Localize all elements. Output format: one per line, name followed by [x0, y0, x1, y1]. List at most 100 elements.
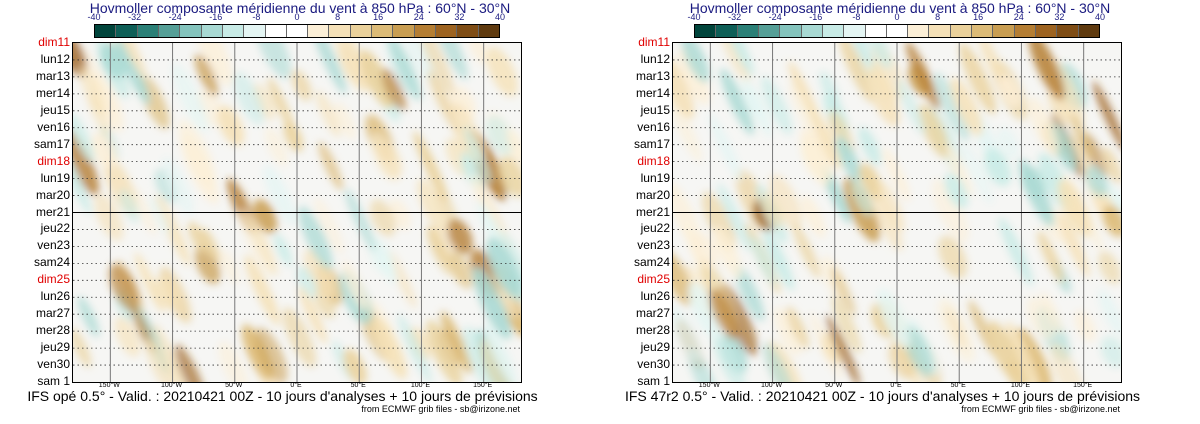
field-blob: [1028, 43, 1065, 101]
colorbar-tick-label: 40: [1094, 12, 1106, 22]
field-blob: [830, 266, 856, 316]
hovmoller-field: [673, 43, 1121, 382]
field-blob: [78, 65, 106, 115]
field-blob: [282, 307, 317, 368]
x-axis-longitude-label: 50°E: [350, 382, 366, 389]
y-axis-date-label: sam17: [33, 136, 70, 151]
field-blob: [370, 199, 396, 237]
field-blob: [677, 48, 710, 105]
field-blob: [1040, 291, 1063, 334]
y-axis-date-label: lun19: [40, 170, 70, 185]
field-blob: [673, 182, 703, 250]
y-axis-date-label: ven16: [37, 119, 70, 134]
field-blob: [233, 71, 265, 126]
field-blob: [376, 140, 403, 179]
field-blob: [1074, 310, 1096, 342]
field-blob: [200, 227, 220, 263]
field-blob: [447, 218, 473, 255]
field-shading: [673, 43, 1121, 382]
field-blob: [431, 43, 468, 80]
y-axis-date-label: dim18: [37, 153, 70, 168]
field-blob: [298, 206, 333, 270]
field-blob: [944, 172, 969, 209]
field-blob: [870, 189, 903, 251]
x-axis-longitude-label: 150°E: [1073, 382, 1093, 389]
field-blob: [950, 77, 983, 136]
field-blob: [274, 233, 293, 266]
y-axis-date-label: mar13: [35, 68, 70, 83]
field-blob: [768, 174, 802, 230]
field-blob: [1026, 296, 1056, 341]
colorbar-tick-label: 16: [973, 12, 984, 22]
field-blob: [806, 102, 841, 170]
field-blob: [839, 43, 875, 103]
field-blob: [267, 77, 295, 132]
field-blob: [492, 271, 518, 319]
y-axis-date-label: mar20: [635, 187, 670, 202]
colorbar-swatch: [1014, 25, 1036, 37]
colorbar-swatch: [180, 25, 202, 37]
colorbar-swatch: [436, 25, 458, 37]
field-blob: [426, 226, 453, 276]
hovmoller-panel-ifs-47r2: Hovmoller composante méridienne du vent …: [600, 0, 1200, 424]
field-blob: [313, 285, 336, 319]
colorbar-swatch: [993, 25, 1015, 37]
field-blob: [763, 229, 795, 291]
field-blob: [426, 319, 463, 382]
field-blob: [1057, 179, 1092, 238]
field-blob: [691, 233, 719, 269]
colorbar-swatch: [780, 25, 802, 37]
colorbar-tick-label: -24: [768, 12, 782, 22]
field-blob: [381, 68, 407, 111]
field-blob: [435, 188, 458, 228]
field-blob: [77, 296, 100, 338]
hovmoller-plot-area: [72, 42, 522, 383]
y-axis-date-label: sam24: [633, 255, 670, 270]
field-blob: [334, 101, 356, 140]
y-axis-date-label: sam24: [33, 255, 70, 270]
field-blob: [741, 83, 764, 119]
field-blob: [252, 199, 278, 234]
field-blob: [734, 264, 765, 321]
field-blob: [673, 305, 702, 364]
field-blob: [73, 328, 92, 368]
colorbar-swatch: [201, 25, 223, 37]
y-axis-date-label: dim11: [38, 35, 70, 49]
field-blob: [162, 157, 194, 215]
colorbar-swatch: [222, 25, 245, 37]
field-blob: [858, 163, 883, 200]
colorbar-swatch: [478, 25, 499, 37]
y-axis-date-label: lun26: [40, 289, 70, 304]
field-blob: [463, 126, 492, 184]
field-blob: [314, 197, 344, 255]
field-blob: [789, 83, 822, 149]
field-blob: [673, 91, 703, 163]
colorbar-tick-label: -40: [87, 12, 101, 22]
field-blob: [483, 320, 518, 382]
chart-title: Hovmoller composante méridienne du vent …: [689, 0, 1111, 16]
field-blob: [188, 221, 207, 254]
y-axis-date-label: dim11: [638, 35, 670, 49]
field-blob: [1085, 165, 1108, 197]
colorbar-swatch: [908, 25, 930, 37]
colorbar-tick-label: -32: [128, 12, 142, 22]
field-blob: [174, 344, 207, 382]
colorbar-swatch: [695, 25, 717, 37]
colorbar-tick-label: -40: [687, 12, 701, 22]
field-blob: [786, 306, 810, 349]
field-blob: [498, 156, 521, 198]
colorbar-swatch: [865, 25, 887, 37]
model-footer: IFS opé 0.5° - Valid. : 20210421 00Z - 1…: [27, 388, 538, 404]
field-blob: [298, 286, 328, 345]
field-blob: [480, 338, 515, 382]
field-blob: [831, 295, 862, 354]
field-blob: [716, 43, 750, 85]
colorbar: [94, 24, 500, 38]
colorbar-tick-label: 8: [335, 12, 341, 22]
x-axis-longitude-label: 50°W: [825, 382, 843, 389]
field-blob: [713, 226, 742, 279]
field-blob: [218, 340, 249, 382]
hovmoller-panel-ifs-ope: Hovmoller composante méridienne du vent …: [27, 0, 538, 414]
field-blob: [252, 83, 276, 121]
field-blob: [427, 70, 459, 133]
